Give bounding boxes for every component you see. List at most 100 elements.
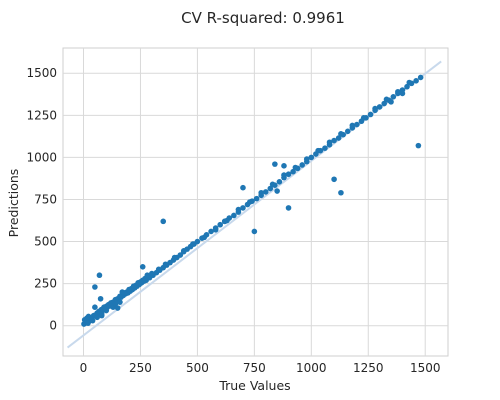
y-tick-label: 500: [34, 235, 57, 249]
data-point: [303, 156, 310, 162]
data-point: [119, 289, 126, 295]
data-point: [103, 307, 110, 314]
data-point: [326, 139, 333, 146]
data-point: [240, 184, 246, 191]
data-point: [221, 218, 228, 225]
data-point: [247, 199, 253, 205]
data-point: [171, 254, 178, 261]
x-tick-label: 250: [129, 361, 152, 375]
x-tick-label: 0: [80, 361, 88, 375]
data-point: [262, 189, 269, 195]
data-point: [395, 88, 401, 95]
data-points: [81, 74, 424, 327]
data-point: [267, 185, 274, 192]
data-point: [112, 296, 119, 303]
data-point: [285, 171, 292, 178]
data-point: [281, 172, 287, 178]
data-point: [160, 218, 167, 225]
data-point: [383, 96, 390, 103]
chart-title: CV R-squared: 0.9961: [181, 9, 345, 27]
data-point: [322, 145, 328, 151]
data-point: [212, 226, 219, 233]
data-point: [92, 304, 98, 310]
data-point: [399, 90, 406, 97]
data-point: [253, 195, 260, 202]
data-point: [162, 261, 169, 268]
x-tick-label: 1500: [410, 361, 441, 375]
y-tick-label: 250: [34, 277, 57, 291]
data-point: [415, 142, 422, 149]
data-point: [201, 234, 208, 241]
data-point: [388, 99, 394, 105]
data-point: [139, 263, 146, 270]
data-point: [97, 295, 104, 302]
data-point: [98, 312, 105, 319]
data-point: [308, 154, 315, 161]
data-point: [276, 179, 283, 185]
data-point: [417, 74, 424, 81]
data-point: [269, 181, 276, 188]
data-point: [299, 162, 306, 168]
x-tick-labels: 0 250 500 750 1000 1250 1500: [80, 361, 441, 375]
data-point: [390, 94, 397, 100]
data-point: [117, 293, 123, 300]
y-tick-label: 1500: [26, 66, 57, 80]
data-point: [338, 189, 344, 196]
y-tick-label: 0: [49, 319, 57, 333]
x-axis-label: True Values: [218, 378, 290, 393]
data-point: [406, 79, 413, 86]
x-tick-label: 500: [186, 361, 209, 375]
data-point: [149, 270, 155, 277]
y-tick-label: 750: [34, 192, 57, 206]
data-point: [367, 111, 374, 118]
data-point: [235, 206, 242, 213]
data-point: [240, 205, 246, 211]
data-point: [281, 163, 287, 169]
data-point: [112, 301, 119, 307]
data-point: [376, 104, 383, 110]
y-tick-label: 1000: [26, 150, 57, 164]
data-point: [331, 137, 337, 144]
data-point: [404, 83, 410, 90]
data-point: [258, 189, 264, 196]
data-point: [130, 283, 137, 289]
data-point: [96, 272, 103, 279]
data-point: [292, 164, 299, 171]
data-point: [231, 212, 237, 219]
data-point: [338, 131, 344, 137]
data-point: [272, 161, 278, 167]
data-point: [155, 266, 162, 273]
y-axis-label: Predictions: [6, 169, 21, 238]
data-point: [114, 305, 121, 311]
plot-area: [62, 47, 449, 357]
data-point: [274, 188, 280, 194]
data-point: [354, 121, 360, 128]
x-tick-label: 1250: [353, 361, 384, 375]
data-point: [208, 228, 214, 235]
data-point: [85, 320, 91, 326]
x-tick-label: 750: [243, 361, 266, 375]
data-point: [413, 78, 419, 84]
data-point: [126, 286, 132, 293]
data-point: [139, 277, 146, 284]
data-point: [217, 221, 223, 228]
x-tick-label: 1000: [296, 361, 327, 375]
data-point: [144, 272, 151, 279]
data-point: [94, 314, 100, 321]
data-point: [285, 205, 292, 211]
data-point: [190, 241, 196, 247]
data-point: [335, 135, 342, 141]
data-point: [180, 248, 187, 254]
data-point: [372, 105, 378, 112]
y-tick-labels: 0 250 500 750 1000 1250 1500: [26, 66, 57, 332]
data-point: [290, 168, 296, 175]
data-point: [103, 303, 110, 310]
data-point: [360, 115, 367, 121]
y-tick-label: 1250: [26, 108, 57, 122]
data-point: [135, 279, 141, 286]
data-point: [381, 100, 388, 107]
data-point: [92, 284, 98, 290]
data-point: [177, 252, 184, 258]
grid-lines: [63, 48, 448, 356]
